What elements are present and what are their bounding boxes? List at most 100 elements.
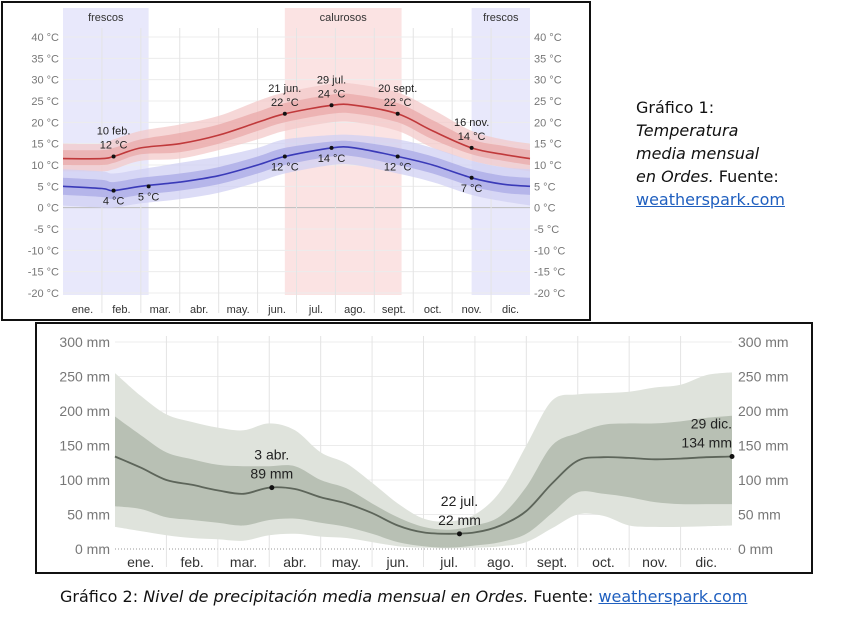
x-tick-month: feb.	[180, 554, 203, 570]
x-tick-month: ago.	[487, 554, 514, 570]
x-tick-month: sept.	[537, 554, 567, 570]
y-tick-left: 20 °C	[31, 117, 59, 129]
chart1-source-label: Fuente:	[718, 167, 779, 186]
x-tick-month: ene.	[127, 554, 154, 570]
data-point-marker	[469, 175, 474, 180]
y-tick-right: 20 °C	[534, 117, 562, 129]
y-tick-left: 30 °C	[31, 75, 59, 87]
y-tick-right: 0 °C	[534, 203, 556, 215]
y-tick-left: 250 mm	[59, 369, 110, 385]
x-tick-month: abr.	[190, 304, 208, 316]
x-tick-month: mar.	[230, 554, 257, 570]
annotation-value: 14 °C	[458, 131, 486, 143]
y-tick-right: 30 °C	[534, 75, 562, 87]
annotation-value: 22 mm	[438, 512, 481, 528]
x-tick-month: jun.	[386, 554, 410, 570]
series-band-inner	[63, 140, 530, 200]
data-point-marker	[469, 145, 474, 150]
data-point-marker	[729, 454, 735, 460]
x-tick-month: nov.	[642, 554, 667, 570]
y-tick-left: -15 °C	[28, 267, 59, 279]
season-label: calurosos	[320, 12, 368, 24]
annotation-value: 5 °C	[138, 191, 160, 203]
y-tick-left: 40 °C	[31, 32, 59, 44]
annotation-value: 12 °C	[384, 161, 412, 173]
y-tick-left: 15 °C	[31, 139, 59, 151]
annotation-value: 12 °C	[271, 161, 299, 173]
annotation-date: 3 abr.	[254, 447, 289, 463]
y-tick-left: -20 °C	[28, 288, 59, 300]
y-tick-left: 10 °C	[31, 160, 59, 172]
annotation-value: 14 °C	[318, 153, 346, 165]
y-tick-right: 5 °C	[534, 181, 556, 193]
x-tick-month: may.	[227, 304, 250, 316]
chart2-caption-title: Nivel de precipitación media mensual en …	[143, 587, 529, 606]
annotation-date: 29 dic.	[691, 416, 732, 432]
annotation-value: 7 °C	[461, 183, 483, 195]
y-tick-left: 5 °C	[37, 181, 59, 193]
x-tick-month: nov.	[462, 304, 482, 316]
annotation-date: 29 jul.	[317, 74, 346, 86]
y-tick-right: -5 °C	[534, 224, 559, 236]
y-tick-right: 150 mm	[738, 438, 789, 454]
y-tick-right: 40 °C	[534, 32, 562, 44]
x-tick-month: oct.	[592, 554, 615, 570]
x-tick-month: jul.	[439, 554, 458, 570]
x-tick-month: abr.	[283, 554, 306, 570]
chart1-caption-label: Gráfico 1:	[636, 98, 715, 117]
x-tick-month: ene.	[72, 304, 93, 316]
y-tick-right: -20 °C	[534, 288, 565, 300]
chart2-source-link[interactable]: weatherspark.com	[598, 587, 748, 606]
data-point-marker	[269, 485, 275, 491]
annotation-date: 20 sept.	[378, 83, 417, 95]
data-point-marker	[111, 188, 116, 193]
x-tick-month: dic.	[695, 554, 717, 570]
chart2-caption-label: Gráfico 2:	[60, 587, 139, 606]
annotation-value: 22 °C	[384, 97, 412, 109]
x-tick-month: sept.	[382, 304, 406, 316]
y-tick-right: -15 °C	[534, 267, 565, 279]
y-tick-left: 25 °C	[31, 96, 59, 108]
precipitation-line	[114, 455, 733, 535]
y-tick-left: -10 °C	[28, 245, 59, 257]
y-tick-left: 0 °C	[37, 203, 59, 215]
y-tick-left: 150 mm	[59, 438, 110, 454]
annotation-date: 21 jun.	[268, 83, 301, 95]
y-tick-left: 35 °C	[31, 53, 59, 65]
precip-band-inner	[115, 415, 732, 548]
chart1-caption-title-line2: media mensual	[636, 144, 760, 163]
y-tick-right: 0 mm	[738, 541, 773, 557]
y-tick-right: 50 mm	[738, 507, 781, 523]
series-band-inner	[63, 93, 530, 166]
x-tick-month: jun.	[267, 304, 286, 316]
y-tick-left: 0 mm	[75, 541, 110, 557]
data-point-marker	[329, 103, 334, 108]
data-point-marker	[146, 184, 151, 189]
annotation-date: 22 jul.	[441, 493, 478, 509]
annotation-value: 4 °C	[103, 196, 125, 208]
y-tick-right: -10 °C	[534, 245, 565, 257]
data-point-marker	[111, 154, 116, 159]
x-tick-month: dic.	[502, 304, 519, 316]
annotation-date: 10 feb.	[97, 125, 131, 137]
annotation-value: 24 °C	[318, 88, 346, 100]
annotation-value: 12 °C	[100, 139, 128, 151]
chart2-caption: Gráfico 2: Nivel de precipitación media …	[60, 587, 820, 606]
annotation-date: 16 nov.	[454, 117, 489, 129]
y-tick-right: 200 mm	[738, 403, 789, 419]
data-point-marker	[395, 154, 400, 159]
chart1-caption-title-line1: Temperatura	[636, 121, 739, 140]
y-tick-right: 10 °C	[534, 160, 562, 172]
season-label: frescos	[483, 12, 519, 24]
data-point-marker	[282, 111, 287, 116]
chart1-source-link[interactable]: weatherspark.com	[636, 190, 785, 209]
y-tick-left: -5 °C	[34, 224, 59, 236]
y-tick-left: 200 mm	[59, 403, 110, 419]
y-tick-right: 250 mm	[738, 369, 789, 385]
annotation-value: 89 mm	[250, 466, 293, 482]
annotation-value: 22 °C	[271, 97, 299, 109]
annotation-value: 134 mm	[681, 435, 732, 451]
data-point-marker	[329, 145, 334, 150]
